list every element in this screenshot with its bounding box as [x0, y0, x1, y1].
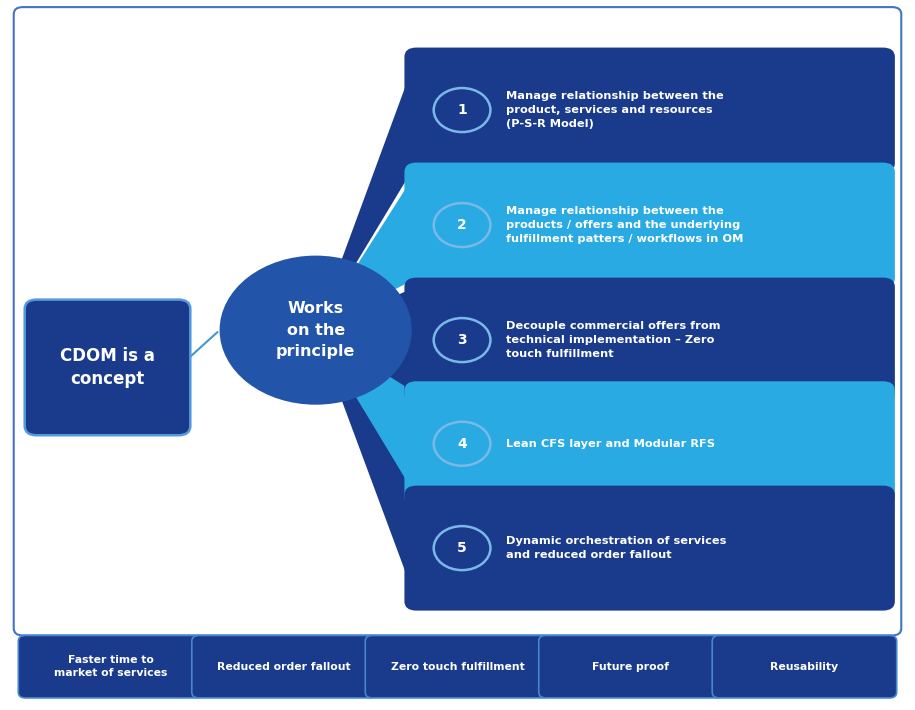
Text: Manage relationship between the
product, services and resources
(P-S-R Model): Manage relationship between the product,…: [506, 92, 724, 129]
Text: Future proof: Future proof: [593, 662, 670, 672]
FancyBboxPatch shape: [539, 635, 723, 698]
FancyBboxPatch shape: [404, 163, 895, 288]
Text: Manage relationship between the
products / offers and the underlying
fulfillment: Manage relationship between the products…: [506, 207, 743, 244]
FancyBboxPatch shape: [18, 635, 203, 698]
Text: 4: 4: [458, 437, 467, 451]
Polygon shape: [316, 330, 416, 497]
Text: 3: 3: [458, 333, 467, 347]
Text: Faster time to
market of services: Faster time to market of services: [54, 655, 167, 678]
Text: Lean CFS layer and Modular RFS: Lean CFS layer and Modular RFS: [506, 439, 715, 449]
FancyBboxPatch shape: [365, 635, 550, 698]
Polygon shape: [316, 287, 416, 393]
Text: 2: 2: [458, 218, 467, 232]
FancyBboxPatch shape: [25, 300, 190, 435]
Text: 1: 1: [458, 103, 467, 117]
Text: Zero touch fulfillment: Zero touch fulfillment: [391, 662, 524, 672]
Circle shape: [220, 256, 412, 405]
Text: Reusability: Reusability: [770, 662, 838, 672]
FancyBboxPatch shape: [404, 48, 895, 173]
FancyBboxPatch shape: [404, 486, 895, 611]
FancyBboxPatch shape: [404, 381, 895, 506]
FancyBboxPatch shape: [712, 635, 897, 698]
Text: Decouple commercial offers from
technical implementation – Zero
touch fulfillmen: Decouple commercial offers from technica…: [506, 322, 720, 359]
Text: CDOM is a
concept: CDOM is a concept: [60, 346, 155, 388]
Polygon shape: [316, 172, 416, 330]
Text: Dynamic orchestration of services
and reduced order fallout: Dynamic orchestration of services and re…: [506, 536, 727, 560]
FancyBboxPatch shape: [404, 278, 895, 403]
Text: 5: 5: [458, 541, 467, 555]
Polygon shape: [316, 57, 416, 330]
Polygon shape: [316, 330, 416, 601]
Text: Works
on the
principle: Works on the principle: [276, 301, 355, 359]
Text: Reduced order fallout: Reduced order fallout: [217, 662, 350, 672]
FancyBboxPatch shape: [192, 635, 376, 698]
